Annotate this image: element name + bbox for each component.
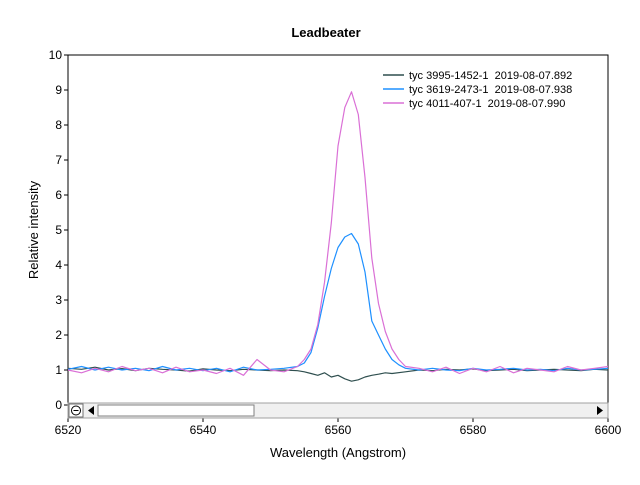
y-tick-label: 6 <box>55 188 62 202</box>
scrollbar-thumb[interactable] <box>97 404 255 417</box>
zoom-out-icon <box>71 405 81 416</box>
y-tick-label: 9 <box>55 83 62 97</box>
series-line-2 <box>67 232 609 373</box>
series-line-3 <box>67 91 609 376</box>
x-tick-label: 6560 <box>325 423 352 437</box>
legend-entry-1: tyc 3995-1452-1 2019-08-07.892 <box>409 70 572 82</box>
x-axis: 6520 6540 6560 6580 6600 <box>55 418 622 437</box>
y-axis-label: Relative intensity <box>26 180 41 279</box>
y-tick-label: 7 <box>55 153 62 167</box>
y-tick-label: 4 <box>55 258 62 272</box>
legend-entry-3: tyc 4011-407-1 2019-08-07.990 <box>409 98 565 110</box>
x-tick-label: 6600 <box>595 423 622 437</box>
x-axis-label: Wavelength (Angstrom) <box>270 445 406 460</box>
y-tick-label: 5 <box>55 223 62 237</box>
x-tick-label: 6520 <box>55 423 82 437</box>
x-tick-label: 6580 <box>460 423 487 437</box>
horizontal-scrollbar[interactable] <box>67 402 609 419</box>
scroll-right-button[interactable] <box>594 404 607 417</box>
y-tick-label: 0 <box>55 398 62 412</box>
legend: tyc 3995-1452-1 2019-08-07.892 tyc 3619-2… <box>383 70 572 110</box>
triangle-right-icon <box>597 406 603 415</box>
chart-title: Leadbeater <box>291 25 360 40</box>
zoom-reset-button[interactable] <box>68 403 84 418</box>
scroll-left-button[interactable] <box>84 404 97 417</box>
plot-frame <box>67 54 609 406</box>
y-tick-label: 10 <box>49 48 63 62</box>
y-tick-label: 8 <box>55 118 62 132</box>
y-tick-label: 1 <box>55 363 62 377</box>
y-axis: 0 1 2 3 4 5 6 7 8 9 10 <box>49 48 68 412</box>
y-tick-label: 2 <box>55 328 62 342</box>
series-layer <box>67 91 609 382</box>
y-tick-label: 3 <box>55 293 62 307</box>
legend-entry-2: tyc 3619-2473-1 2019-08-07.938 <box>409 84 572 96</box>
x-tick-label: 6540 <box>190 423 217 437</box>
triangle-left-icon <box>88 406 94 415</box>
